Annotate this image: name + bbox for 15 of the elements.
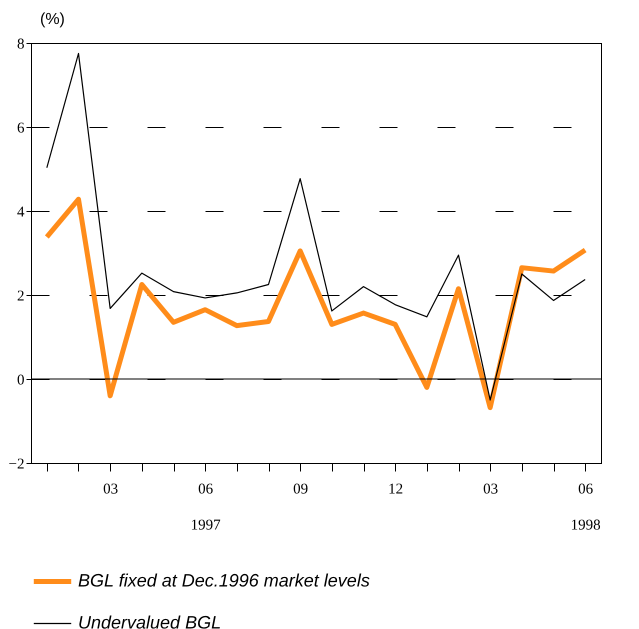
category-label: 06 1997 (190, 482, 221, 534)
y-tick-label: −2 (8, 456, 24, 472)
y-tick-label: 8 (17, 36, 24, 52)
x-tick-label: 12 (388, 482, 404, 498)
y-tick-label: 0 (17, 372, 24, 388)
y-tick-label: 4 (17, 204, 25, 220)
y-axis-title: (%) (40, 11, 65, 28)
legend-label: Undervalued BGL (78, 612, 222, 629)
x-tick-label: 09 (293, 482, 308, 498)
legend-label: BGL fixed at Dec.1996 market levels (78, 570, 370, 590)
category-label: 06 1998 (570, 482, 601, 534)
y-tick-label: 6 (17, 120, 25, 136)
x-tick-label: 03 (483, 482, 498, 498)
x-tick-label: 03 (103, 482, 118, 498)
y-tick-label: 2 (17, 288, 24, 304)
